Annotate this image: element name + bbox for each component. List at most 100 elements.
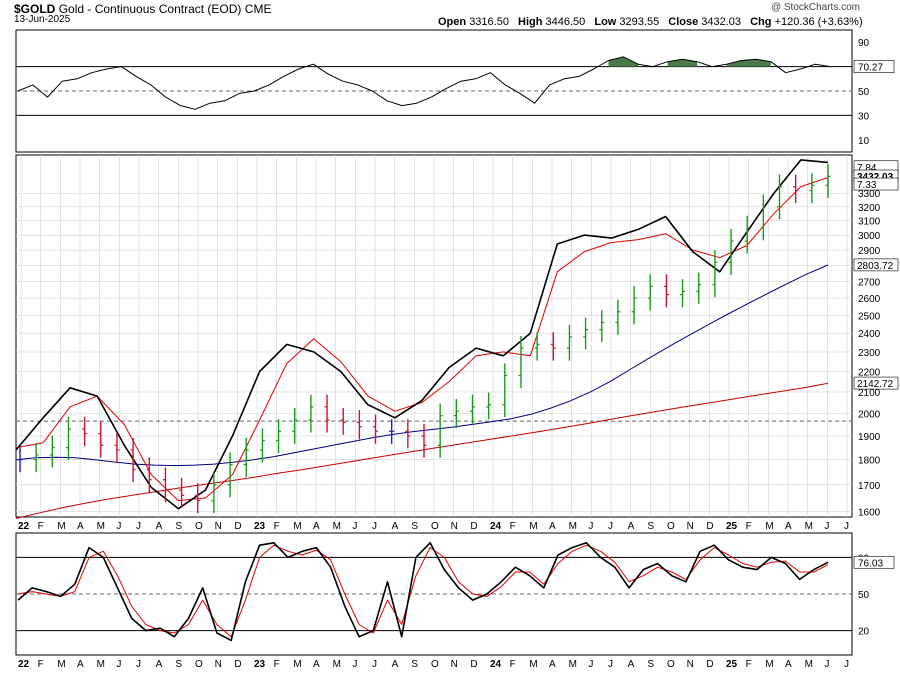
price-xtick-label: J [136, 521, 141, 532]
price-xtick-label: N [451, 521, 458, 532]
stochastic-xtick-label: M [293, 659, 301, 670]
price-xtick-label: M [805, 521, 813, 532]
price-right-label: 2803.72 [857, 261, 894, 272]
price-xtick-label: M [97, 521, 105, 532]
price-ytick-label: 3200 [858, 203, 881, 214]
price-ytick-label: 2400 [858, 329, 881, 340]
price-ytick-label: 2100 [858, 388, 881, 399]
price-ytick-label: 3100 [858, 217, 881, 228]
stochastic-xtick-label: O [431, 659, 439, 670]
instrument-name: Gold - Continuous Contract (EOD) [58, 2, 242, 16]
ma-long-line [15, 382, 829, 519]
price-xtick-label: M [569, 521, 577, 532]
price-value-box [853, 177, 899, 191]
price-xtick-label: M [765, 521, 773, 532]
stochastic-xtick-label: A [156, 659, 163, 670]
stochastic-xtick-label: J [372, 659, 377, 670]
price-xtick-label: J [116, 521, 121, 532]
stochastic-xtick-label: N [215, 659, 222, 670]
price-xtick-label: J [824, 521, 829, 532]
stochastic-signal-line [17, 544, 829, 638]
stochastic-xtick-label: J [136, 659, 141, 670]
stochastic-xtick-label: A [77, 659, 84, 670]
rsi-ytick-label: 30 [858, 111, 870, 122]
price-xtick-label: D [706, 521, 713, 532]
price-xtick-label: M [333, 521, 341, 532]
price-ytick-label: 1700 [858, 481, 881, 492]
watermark: @ StockCharts.com [770, 2, 860, 13]
stochastic-xtick-label: A [628, 659, 635, 670]
price-xtick-label: 24 [490, 521, 502, 532]
rsi-ytick-label: 50 [858, 87, 870, 98]
chart-date: 13-Jun-2025 [14, 14, 71, 25]
price-right-label: 2142.72 [857, 379, 894, 390]
stochastic-xtick-label: 25 [726, 659, 738, 670]
stochastic-xtick-label: F [274, 659, 280, 670]
stochastic-xtick-label: M [333, 659, 341, 670]
price-xtick-label: O [195, 521, 203, 532]
price-xtick-label: J [844, 521, 849, 532]
stochastic-xtick-label: 23 [254, 659, 266, 670]
price-xtick-label: N [215, 521, 222, 532]
price-xtick-label: S [647, 521, 654, 532]
price-ytick-label: 3300 [858, 189, 881, 200]
high-label: High [518, 16, 543, 28]
price-xtick-label: F [510, 521, 516, 532]
low-value: 3293.55 [619, 16, 660, 28]
price-xtick-label: J [608, 521, 613, 532]
price-xtick-label: A [628, 521, 635, 532]
rsi-ytick-label: 10 [858, 136, 870, 147]
price-ytick-label: 2900 [858, 246, 881, 257]
stochastic-xtick-label: 24 [490, 659, 502, 670]
stochastic-xtick-label: A [549, 659, 556, 670]
price-xtick-label: S [411, 521, 418, 532]
rsi-overbought-fill [667, 59, 698, 67]
stochastic-xtick-label: S [175, 659, 182, 670]
price-xtick-label: N [687, 521, 694, 532]
price-xtick-label: A [313, 521, 320, 532]
price-right-label: 3432.03 [857, 172, 894, 183]
stochastic-xtick-label: F [510, 659, 516, 670]
stochastic-xtick-label: 22 [18, 659, 30, 670]
price-xtick-label: 23 [254, 521, 266, 532]
stochastic-xtick-label: D [234, 659, 241, 670]
stochastic-xtick-label: N [451, 659, 458, 670]
chg-value: +120.36 (+3.63%) [774, 16, 863, 28]
stochastic-ytick-label: 20 [858, 627, 870, 638]
stochastic-xtick-label: A [785, 659, 792, 670]
price-xtick-label: F [746, 521, 752, 532]
stochastic-xtick-label: J [352, 659, 357, 670]
price-xtick-label: 25 [726, 521, 738, 532]
stochastic-xtick-label: A [313, 659, 320, 670]
price-xtick-label: A [549, 521, 556, 532]
price-ytick-label: 2000 [858, 409, 881, 420]
price-xtick-label: A [156, 521, 163, 532]
price-xtick-label: D [470, 521, 477, 532]
rsi-value-box [853, 60, 895, 73]
rsi-value-label: 70.27 [858, 63, 883, 74]
stochastic-xtick-label: D [470, 659, 477, 670]
high-value: 3446.50 [545, 16, 586, 28]
stochastic-xtick-label: F [746, 659, 752, 670]
stochastic-line [17, 541, 829, 642]
price-xtick-label: J [372, 521, 377, 532]
price-band-line [15, 159, 829, 510]
price-ytick-label: 2600 [858, 294, 881, 305]
rsi-overbought-fill [608, 56, 639, 67]
stochastic-xtick-label: M [765, 659, 773, 670]
close-value: 3432.03 [701, 16, 742, 28]
price-right-label: 7.84 [857, 163, 877, 174]
stochastic-ytick-label: 50 [858, 590, 870, 601]
price-ytick-label: 1600 [858, 507, 881, 518]
open-value: 3316.50 [469, 16, 509, 28]
stochastic-xtick-label: F [38, 659, 44, 670]
ma-mid-line [15, 264, 829, 467]
stochastic-xtick-label: M [97, 659, 105, 670]
low-label: Low [594, 16, 617, 28]
price-xtick-label: D [234, 521, 241, 532]
open-label: Open [438, 16, 467, 28]
stochastic-xtick-label: J [116, 659, 121, 670]
price-xtick-label: J [352, 521, 357, 532]
